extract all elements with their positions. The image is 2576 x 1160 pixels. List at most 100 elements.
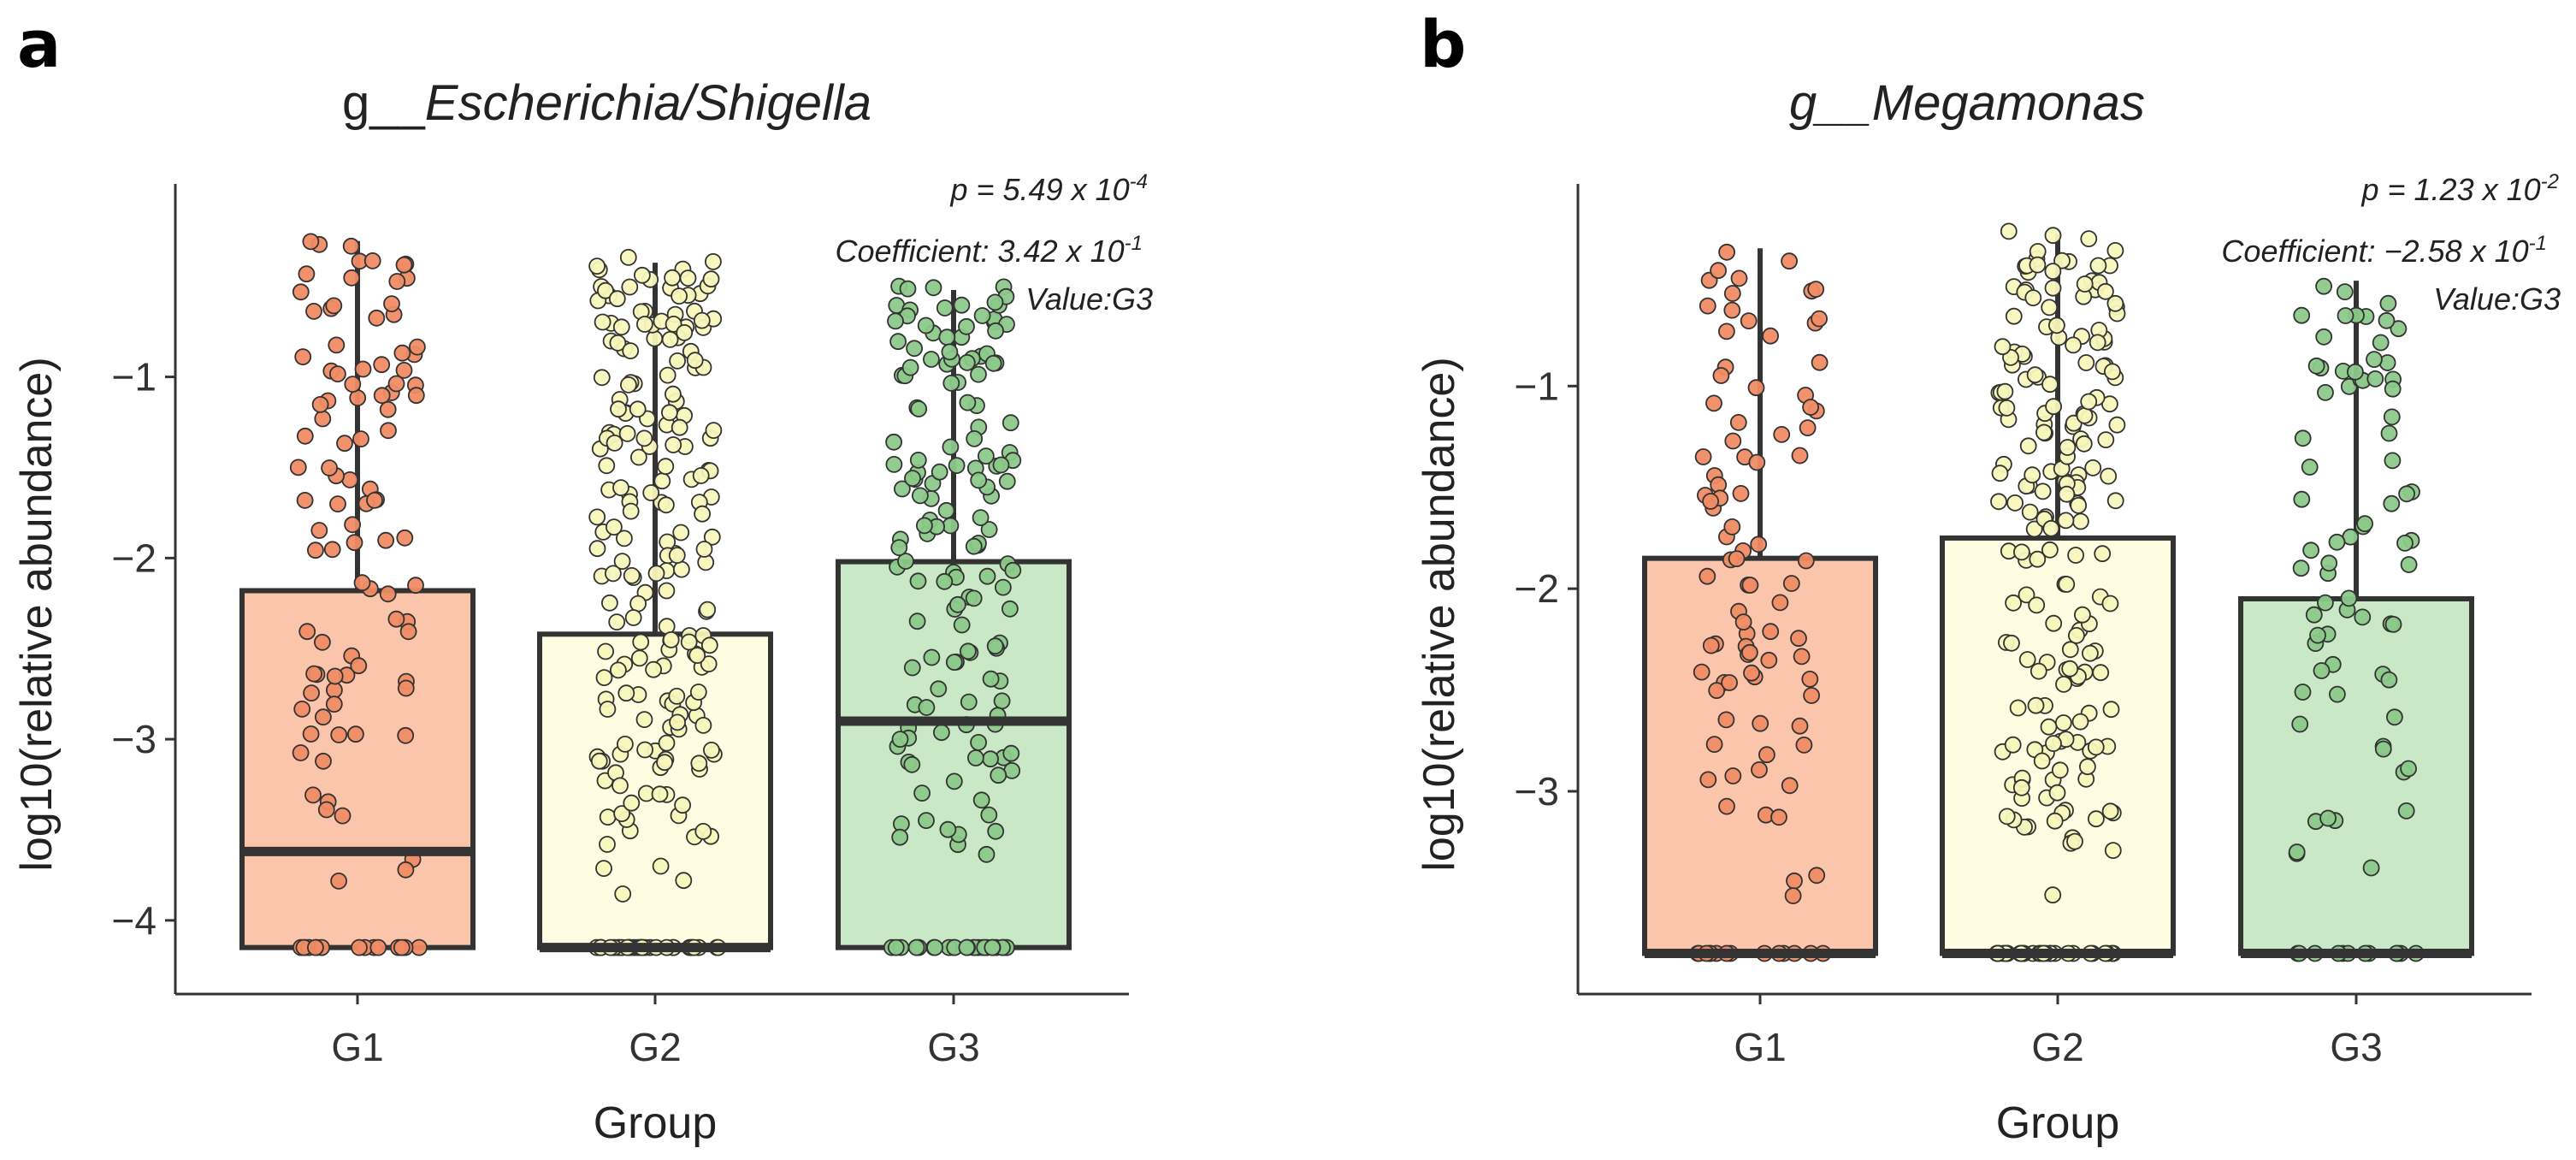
panel-a-point — [903, 659, 921, 677]
panel-a-point — [949, 595, 966, 613]
panel-a-point — [353, 574, 371, 592]
panel-a-point — [407, 577, 424, 595]
panel-b-point — [1705, 736, 1723, 753]
panel-a-point — [679, 269, 697, 287]
panel-a-point — [606, 435, 623, 452]
panel-a-point — [904, 470, 921, 487]
panel-a-point — [671, 287, 688, 305]
panel-a-point — [306, 542, 324, 559]
panel-b-point — [1811, 310, 1829, 328]
panel-a-point — [597, 642, 614, 660]
panel-b-point — [1724, 432, 1742, 450]
panel-b-point — [1996, 382, 2014, 400]
panel-a-point — [923, 351, 940, 368]
panel-b-point — [2024, 289, 2042, 307]
panel-b-point — [1994, 338, 2012, 356]
panel-a-point — [978, 447, 995, 465]
panel-b-point — [2383, 408, 2401, 426]
panel-b-point — [2076, 275, 2094, 293]
panel-b-point — [2053, 252, 2071, 269]
panel-b-point — [2027, 696, 2045, 714]
panel-a-point — [982, 750, 999, 768]
panel-b-point — [2362, 859, 2380, 877]
panel-b-point — [2294, 429, 2312, 447]
panel-b-point — [2054, 714, 2072, 731]
panel-b-point — [2078, 758, 2096, 776]
panel-a-box-g1 — [239, 588, 476, 950]
panel-b-point — [2313, 662, 2331, 679]
panel-b-point — [2065, 336, 2083, 354]
panel-b-point — [2029, 550, 2047, 568]
panel-a-point — [614, 885, 632, 903]
panel-a-point — [966, 430, 984, 447]
panel-a-point — [302, 233, 320, 251]
panel-b-point — [2048, 784, 2066, 802]
panel-a-point — [686, 352, 704, 370]
panel-a-point — [960, 642, 977, 660]
panel-a-point — [344, 376, 362, 394]
panel-b-point — [2106, 241, 2124, 259]
panel-b-point — [1747, 379, 1765, 397]
panel-a-point — [1002, 744, 1020, 762]
panel-b-point — [2104, 842, 2122, 859]
panel-a-point — [387, 375, 405, 393]
panel-a-point — [302, 725, 320, 743]
panel-a-point — [891, 828, 909, 846]
panel-a-point — [910, 400, 928, 417]
panel-a-point — [965, 589, 983, 607]
panel-a-point — [958, 353, 976, 371]
panel-b-point — [1723, 301, 1741, 319]
panel-b-point — [2106, 492, 2124, 510]
panel-a-stat-coef: Coefficient: 3.42 x 10-1 — [835, 232, 1143, 269]
panel-a-point — [642, 484, 660, 501]
panel-a-point — [380, 422, 397, 440]
panel-a-point — [656, 754, 673, 772]
panel-b-letter: b — [1420, 6, 1466, 82]
panel-b-point — [2045, 614, 2063, 632]
panel-b-point — [1803, 687, 1821, 704]
panel-a-point — [887, 938, 905, 956]
panel-b-point — [2108, 416, 2126, 434]
panel-b-title-italic: g__Megamonas — [1789, 75, 2145, 131]
panel-a-point — [620, 376, 637, 394]
panel-a-point — [610, 400, 627, 418]
panel-b-point — [2006, 494, 2024, 512]
panel-a-title: g__Escherichia/Shigella — [342, 75, 871, 131]
panel-a-point — [665, 436, 682, 453]
panel-b-point — [1699, 297, 1716, 315]
panel-a-point — [346, 725, 364, 743]
panel-a-point — [329, 495, 346, 512]
panel-a-point — [341, 471, 359, 488]
panel-b-point — [2066, 832, 2083, 850]
panel-a-point — [623, 794, 641, 812]
panel-b-point — [2059, 439, 2077, 456]
panel-a-point — [328, 336, 346, 354]
panel-a-point — [887, 312, 904, 330]
panel-b-point — [2029, 256, 2047, 274]
panel-a-point — [395, 361, 413, 379]
panel-a-point — [936, 572, 954, 590]
panel-a-y-tick-label: −3 — [112, 717, 157, 761]
panel-a-stat-p: p = 5.49 x 10-4 — [949, 170, 1148, 207]
panel-b-point — [2380, 424, 2398, 442]
panel-b-point — [2309, 626, 2326, 644]
panel-a-point — [630, 448, 647, 466]
panel-a-point — [325, 681, 343, 699]
panel-b-point — [2057, 512, 2075, 530]
panel-b-point — [2337, 307, 2354, 324]
panel-b-stat-value: Value:G3 — [2433, 281, 2561, 317]
panel-b-point — [2320, 554, 2338, 572]
panel-a-point — [303, 684, 321, 701]
panel-a-point — [344, 516, 362, 534]
panel-a-point — [306, 938, 324, 956]
panel-b-point — [1782, 575, 1800, 592]
panel-b-point — [2087, 810, 2105, 828]
panel-b-point — [2096, 282, 2114, 300]
panel-a-point — [351, 938, 368, 956]
panel-a-point — [942, 438, 960, 456]
panel-b-point — [1998, 808, 2016, 826]
panel-b-y-tick-label: −2 — [1515, 566, 1559, 611]
panel-b-point — [1752, 714, 1770, 732]
panel-a-point — [634, 266, 651, 284]
